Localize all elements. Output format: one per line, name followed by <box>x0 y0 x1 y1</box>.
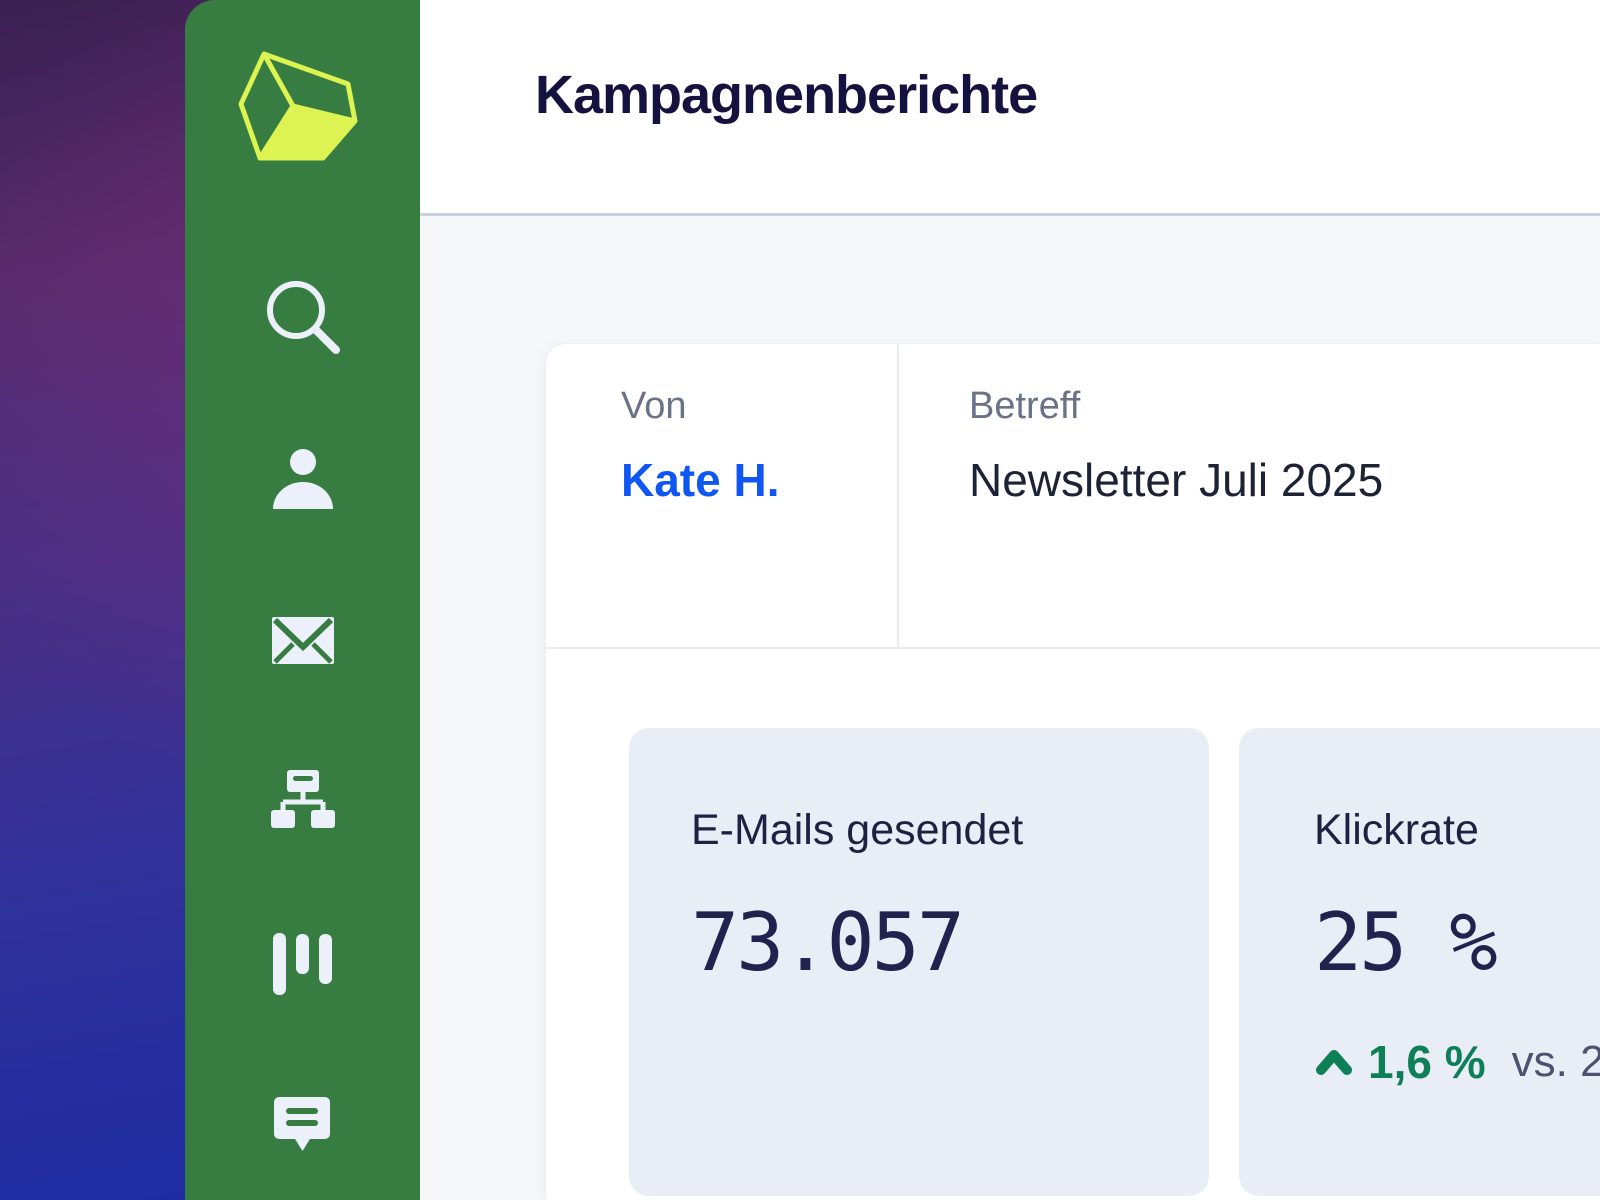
stat-tile-emails-sent: E-Mails gesendet 73.057 <box>629 728 1209 1196</box>
subject-label: Betreff <box>969 385 1081 427</box>
meta-from: Von Kate H. <box>546 344 899 647</box>
from-label: Von <box>621 385 687 427</box>
sidebar <box>185 0 420 1200</box>
trend-up-icon <box>1314 1046 1354 1078</box>
subject-value: Newsletter Juli 2025 <box>969 453 1384 506</box>
app-logo[interactable] <box>185 48 420 164</box>
sidebar-item-mailings[interactable] <box>185 617 420 664</box>
stat-label: E-Mails gesendet <box>691 806 1024 854</box>
stat-label: Klickrate <box>1314 806 1479 854</box>
sidebar-item-profile[interactable] <box>185 446 420 512</box>
sidebar-item-messages[interactable] <box>185 1097 420 1153</box>
mail-icon <box>271 617 334 664</box>
sidebar-item-search[interactable] <box>185 276 420 358</box>
from-value-link[interactable]: Kate H. <box>621 453 780 506</box>
campaign-report-card: Von Kate H. Betreff Newsletter Juli 2025… <box>545 343 1600 1200</box>
stat-tile-click-rate: Klickrate 25 % 1,6 % vs. 23 <box>1239 728 1600 1196</box>
stats-row: E-Mails gesendet 73.057 Klickrate 25 % 1… <box>546 649 1600 1196</box>
cube-logo-icon <box>238 48 368 164</box>
chat-icon <box>273 1097 332 1153</box>
user-icon <box>270 446 336 512</box>
meta-subject: Betreff Newsletter Juli 2025 <box>899 344 1600 647</box>
campaign-meta-row: Von Kate H. Betreff Newsletter Juli 2025 <box>546 344 1600 649</box>
page-title: Kampagnenberichte <box>535 65 1038 125</box>
kanban-icon <box>272 933 333 997</box>
trend-comparison: vs. 23 <box>1511 1037 1600 1087</box>
sidebar-item-automation[interactable] <box>185 770 420 830</box>
sidebar-item-board[interactable] <box>185 933 420 997</box>
stat-value: 73.057 <box>691 896 965 990</box>
page-header: Kampagnenberichte <box>420 0 1600 216</box>
trend-delta: 1,6 % <box>1368 1036 1486 1089</box>
main-content: Kampagnenberichte Von Kate H. Betreff Ne… <box>420 0 1600 1200</box>
stat-value: 25 % <box>1314 896 1498 990</box>
trend-row: 1,6 % vs. 23 <box>1314 1035 1600 1089</box>
search-icon <box>262 276 344 358</box>
sitemap-icon <box>270 770 335 830</box>
